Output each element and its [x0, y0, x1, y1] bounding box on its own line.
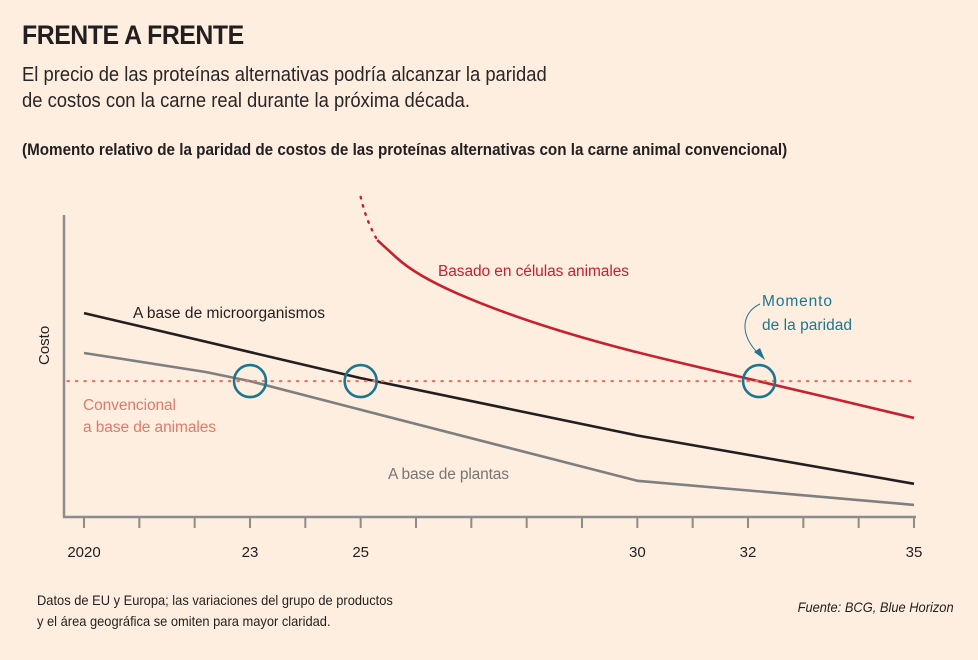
line-cells: [376, 239, 915, 420]
subtitle: El precio de las proteínas alternativas …: [22, 62, 611, 114]
chart-title: (Momento relativo de la paridad de costo…: [22, 140, 788, 159]
subtitle-line: El precio de las proteínas alternativas …: [22, 64, 547, 86]
axes: [62, 215, 916, 528]
footnote-line: y el área geográfica se omiten para mayo…: [37, 613, 331, 629]
x-tick-label: 23: [242, 544, 259, 561]
series-lines: [66, 195, 916, 507]
page-title: FRENTE A FRENTE: [22, 20, 244, 50]
parity-marker: [232, 363, 268, 399]
parity-markers: [232, 363, 777, 399]
label-cells: Basado en células animales: [438, 263, 629, 280]
label-parity-line2: de la paridad: [762, 317, 852, 334]
x-tick-label: 32: [740, 544, 757, 561]
x-tick-label: 25: [352, 544, 369, 561]
parity-marker: [741, 363, 777, 399]
subtitle-line: de costos con la carne real durante la p…: [22, 90, 470, 112]
parity-marker: [343, 363, 378, 399]
x-tick-label: 35: [906, 544, 923, 561]
x-tick-labels: 2020 23 25 30 32 35: [67, 544, 922, 561]
footnote-line: Datos de EU y Europa; las variaciones de…: [37, 592, 393, 608]
parity-arrowhead-icon: [754, 348, 765, 360]
line-microorganisms: [83, 311, 915, 486]
label-microorganisms: A base de microorganismos: [133, 305, 325, 322]
footnote: Datos de EU y Europa; las variaciones de…: [37, 590, 393, 632]
source-credit: Fuente: BCG, Blue Horizon: [797, 599, 954, 615]
line-cells-projection: [359, 195, 379, 242]
parity-arrow-icon: [744, 303, 761, 356]
label-plants: A base de plantas: [388, 466, 509, 483]
x-tick-label: 30: [629, 544, 646, 561]
y-axis-label: Costo: [36, 326, 53, 365]
line-plants: [83, 351, 915, 507]
label-conventional-line2: a base de animales: [83, 419, 216, 436]
label-parity-line1: Momento: [762, 293, 832, 310]
label-conventional-line1: Convencional: [83, 397, 176, 414]
series-labels: Costo A base de microorganismos A base d…: [36, 263, 852, 483]
x-tick-label: 2020: [67, 544, 100, 561]
